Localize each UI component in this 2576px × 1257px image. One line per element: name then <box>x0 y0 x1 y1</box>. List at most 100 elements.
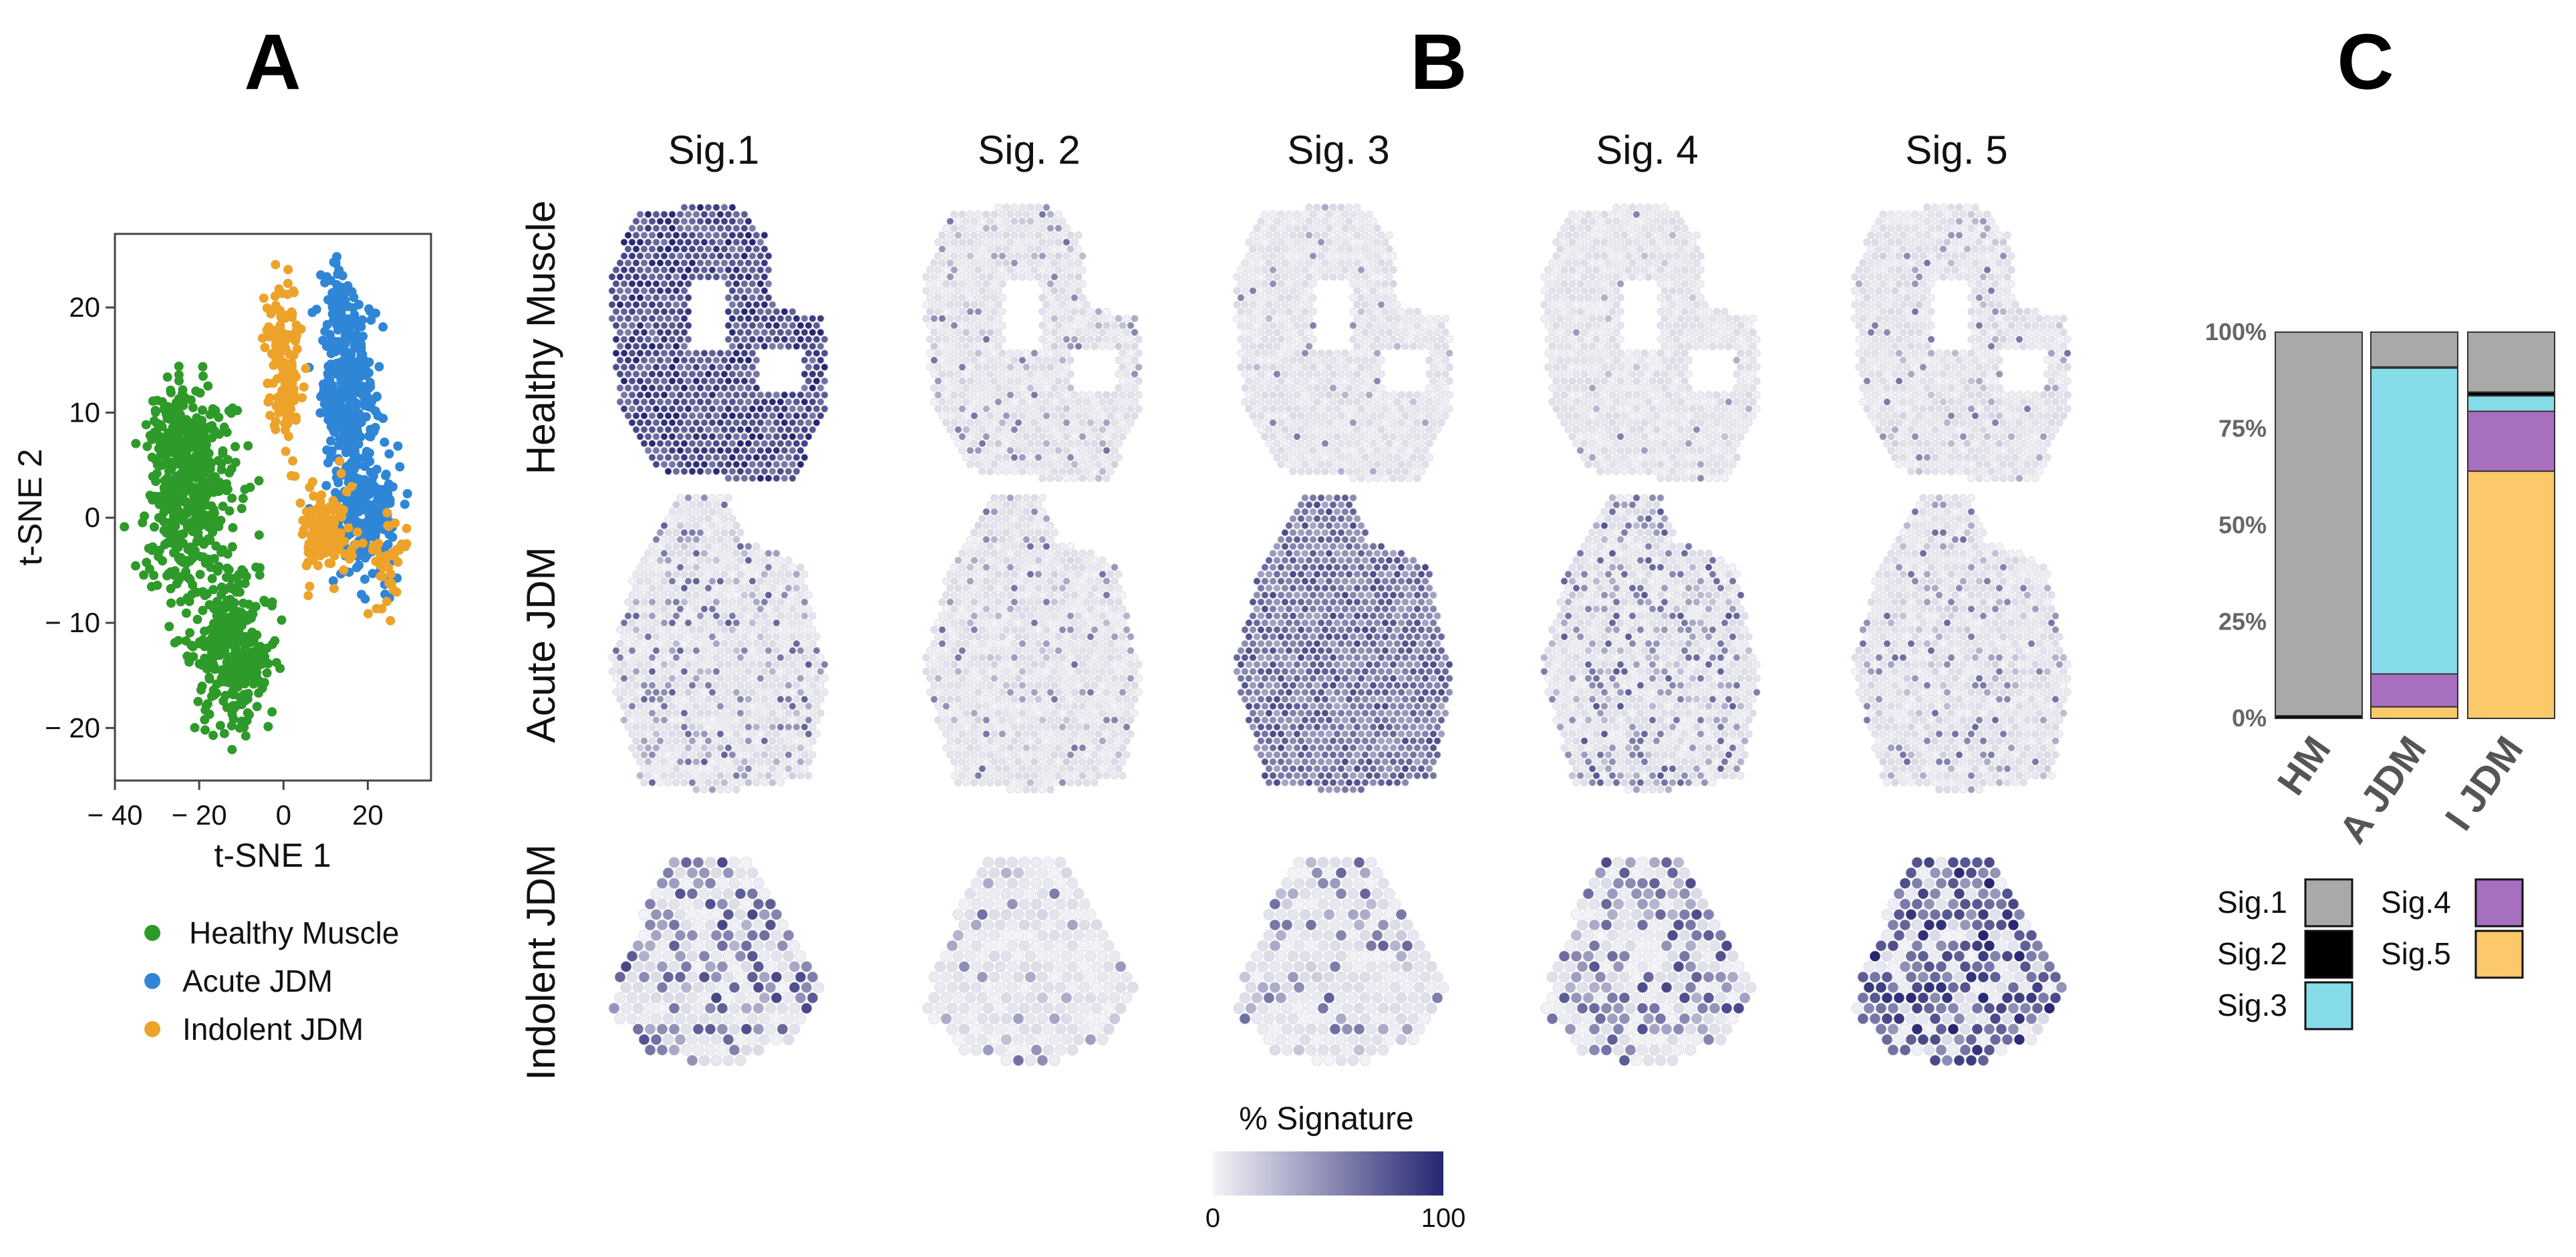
tissue-spot <box>776 398 784 406</box>
tissue-spot <box>672 231 680 239</box>
tissue-spot <box>684 307 692 315</box>
tissue-spot <box>1377 370 1385 378</box>
tissue-spot <box>648 384 656 392</box>
tissue-spot <box>1552 321 1560 329</box>
tissue-spot <box>1107 398 1115 406</box>
scatter-point <box>144 543 154 553</box>
tissue-spot <box>652 377 660 385</box>
tissue-spot <box>1564 245 1572 253</box>
scatter-point <box>199 453 209 463</box>
tissue-spot <box>954 217 962 225</box>
tissue-spot <box>716 238 724 246</box>
tissue-spot <box>926 266 934 274</box>
tissue-spot <box>805 335 813 343</box>
scatter-point <box>274 323 284 333</box>
tissue-spot <box>1038 335 1046 343</box>
tissue-spot <box>1062 474 1070 482</box>
tissue-spot <box>1381 266 1389 274</box>
tissue-spot <box>1309 418 1317 427</box>
tissue-spot <box>805 418 813 427</box>
tissue-spot <box>1745 377 1753 385</box>
tissue-spot <box>1107 453 1115 462</box>
tissue-spot <box>1685 426 1693 434</box>
tissue-spot <box>1313 440 1321 448</box>
tissue-spot <box>688 453 696 462</box>
tissue-spot <box>1006 391 1014 399</box>
scatter-point <box>193 696 203 706</box>
scatter-point <box>327 522 337 532</box>
tissue-spot <box>1717 412 1725 420</box>
tissue-spot <box>1677 370 1685 378</box>
tissue-spot <box>1389 321 1397 329</box>
tissue-spot <box>1697 460 1705 468</box>
tissue-spot <box>648 398 656 406</box>
tissue-spot <box>1273 384 1281 392</box>
scatter-point <box>372 603 382 613</box>
tissue-spot <box>1115 398 1123 406</box>
tissue-spot <box>740 391 748 399</box>
tissue-spot <box>1636 453 1644 462</box>
tissue-spot <box>1111 418 1119 427</box>
tissue-spot <box>1301 211 1309 219</box>
tissue-spot <box>1592 391 1600 399</box>
tissue-spot <box>1349 266 1357 274</box>
tissue-spot <box>1361 356 1369 364</box>
tissue-spot <box>644 252 652 260</box>
tissue-spot <box>612 266 620 274</box>
tissue-spot <box>660 211 668 219</box>
tissue-spot <box>1373 238 1381 246</box>
tissue-spot <box>1552 377 1560 385</box>
tissue-spot <box>962 426 970 434</box>
scatter-point <box>213 456 223 466</box>
tissue-spot <box>1253 280 1261 288</box>
tissue-spot <box>1608 405 1616 413</box>
tissue-spot <box>1580 315 1588 323</box>
scatter-point <box>160 402 170 412</box>
tissue-spot <box>1556 231 1564 239</box>
tissue-spot <box>1653 273 1661 281</box>
tissue-spot <box>668 280 676 288</box>
tissue-spot <box>1413 405 1421 413</box>
tissue-spot <box>1608 307 1616 315</box>
tissue-spot <box>1576 321 1584 329</box>
tissue-spot <box>652 405 660 413</box>
tissue-spot <box>676 460 684 468</box>
tissue-spot <box>744 245 752 253</box>
tissue-spot <box>978 231 986 239</box>
tissue-spot <box>1062 280 1070 288</box>
tissue-spot <box>692 224 700 233</box>
tissue-spot <box>648 273 656 281</box>
tissue-spot <box>1237 363 1245 372</box>
tissue-spot <box>1353 370 1361 378</box>
tissue-spot <box>1103 335 1111 343</box>
tissue-spot <box>1257 370 1265 378</box>
tissue-spot <box>1014 252 1022 260</box>
tissue-spot <box>1657 418 1665 427</box>
tissue-spot <box>1281 328 1289 336</box>
tissue-spot <box>1588 259 1596 267</box>
tissue-spot <box>1677 328 1685 336</box>
tissue-spot <box>724 335 732 343</box>
tissue-spot <box>1054 211 1062 219</box>
tissue-spot <box>1685 453 1693 462</box>
tissue-spot <box>1353 398 1361 406</box>
tissue-spot <box>789 321 797 329</box>
tissue-spot <box>1437 335 1445 343</box>
tissue-spot <box>1265 356 1273 364</box>
scatter-point <box>289 287 299 297</box>
tissue-spot <box>1341 224 1349 233</box>
tissue-spot <box>1273 273 1281 281</box>
x-tick-label: − 20 <box>172 799 227 831</box>
tissue-spot <box>724 405 732 413</box>
tissue-spot <box>1058 467 1066 475</box>
tissue-spot <box>1006 432 1014 440</box>
tissue-spot <box>958 363 966 372</box>
tissue-spot <box>1273 453 1281 462</box>
tissue-spot <box>1636 245 1644 253</box>
tissue-spot <box>1397 446 1405 454</box>
scatter-point <box>192 614 202 624</box>
tissue-spot <box>1907 217 1915 225</box>
tissue-spot <box>1677 217 1685 225</box>
tissue-spot <box>986 301 994 309</box>
scatter-point <box>241 638 251 648</box>
